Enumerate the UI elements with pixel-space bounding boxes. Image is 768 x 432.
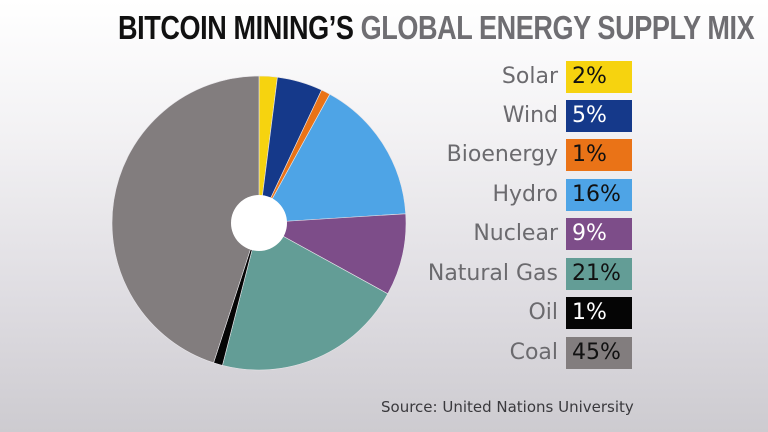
legend-value-badge: 5%: [566, 100, 632, 132]
legend-value-badge: 1%: [566, 297, 632, 329]
legend-label: Wind: [502, 103, 558, 128]
legend-label: Hydro: [492, 182, 558, 207]
pie-slice-natural-gas: [222, 222, 389, 371]
legend-value-badge: 2%: [566, 61, 632, 93]
chart-title: BITCOIN MINING’S GLOBAL ENERGY SUPPLY MI…: [118, 8, 755, 48]
legend-label: Bioenergy: [446, 142, 558, 167]
legend-label: Coal: [509, 340, 558, 365]
donut-hole: [231, 195, 287, 251]
legend-value-badge: 45%: [566, 337, 632, 369]
pie-chart: [111, 75, 407, 371]
legend-item-bioenergy: Bioenergy 1%: [400, 139, 640, 171]
legend-label: Natural Gas: [427, 261, 558, 286]
legend-value-badge: 16%: [566, 179, 632, 211]
legend-item-oil: Oil 1%: [400, 297, 640, 329]
legend-value-badge: 9%: [566, 218, 632, 250]
title-part-2: GLOBAL ENERGY SUPPLY MIX: [360, 9, 755, 46]
legend-item-solar: Solar 2%: [400, 61, 640, 93]
legend-item-wind: Wind 5%: [400, 100, 640, 132]
legend-value-badge: 1%: [566, 139, 632, 171]
legend-label: Oil: [528, 300, 558, 325]
legend-label: Nuclear: [473, 221, 558, 246]
legend-label: Solar: [501, 64, 558, 89]
legend-item-nuclear: Nuclear 9%: [400, 218, 640, 250]
legend-item-coal: Coal 45%: [400, 337, 640, 369]
pie-slice-hydro: [258, 93, 407, 224]
legend-value-badge: 21%: [566, 258, 632, 290]
pie-slice-coal: [111, 75, 260, 364]
source-note: Source: United Nations University: [381, 398, 634, 416]
title-part-1: BITCOIN MINING’S: [118, 9, 354, 46]
pie-slice-nuclear: [257, 213, 407, 295]
legend-item-natural-gas: Natural Gas 21%: [400, 258, 640, 290]
legend-item-hydro: Hydro 16%: [400, 179, 640, 211]
